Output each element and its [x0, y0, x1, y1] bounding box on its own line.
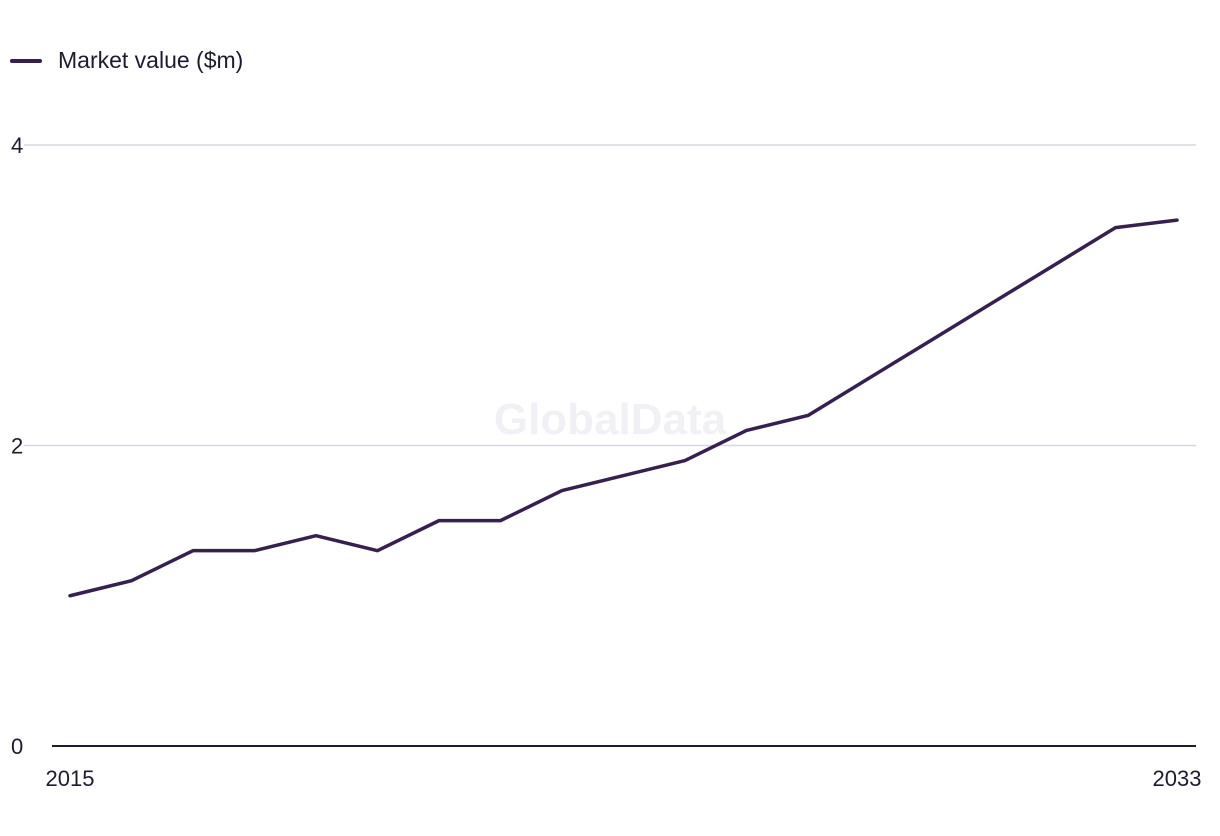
gridlines: [24, 144, 1196, 447]
x-axis-ticks: 2015 2033: [46, 766, 1202, 791]
series-line-market-value: [68, 218, 1179, 598]
watermark-text: GlobalData: [494, 395, 727, 444]
y-axis-ticks: 0 2 4: [11, 133, 23, 759]
legend-label: Market value ($m): [58, 47, 244, 73]
y-tick-label: 0: [11, 734, 23, 759]
y-tick-label: 2: [11, 434, 23, 459]
legend: Market value ($m): [10, 47, 243, 74]
y-tick-label: 4: [11, 133, 23, 158]
x-tick-label: 2015: [46, 766, 95, 791]
x-tick-label: 2033: [1153, 766, 1202, 791]
legend-swatch: [10, 58, 42, 63]
